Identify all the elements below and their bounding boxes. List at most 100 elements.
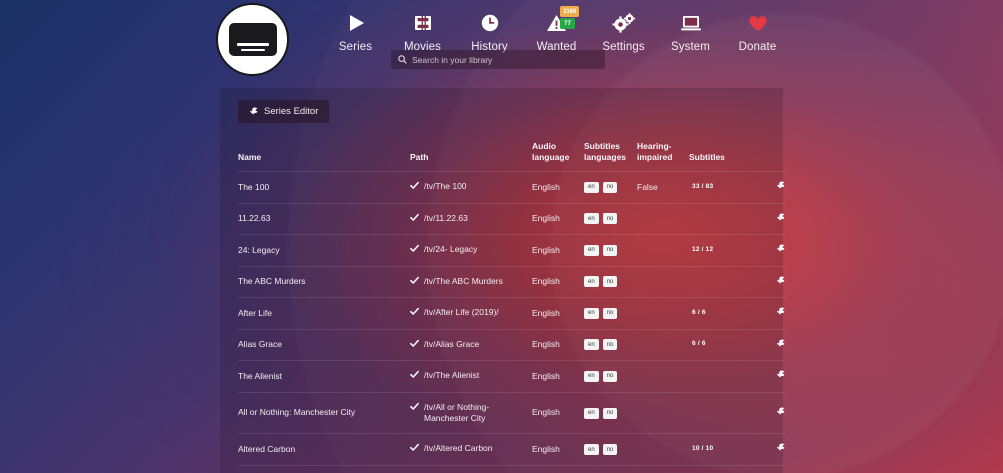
nav-item-movies[interactable]: Movies bbox=[389, 8, 456, 53]
cell-name: Altered Carbon bbox=[238, 443, 296, 454]
cell-subtitles: 16 / 16 bbox=[689, 465, 763, 473]
check-icon bbox=[410, 443, 419, 455]
wanted-badges: 3166 77 bbox=[560, 6, 580, 29]
subtitle-language-badge: en bbox=[584, 307, 599, 319]
path-text: /tv/All or Nothing- Manchester City bbox=[424, 401, 490, 423]
cell-audio-language: English bbox=[532, 244, 560, 255]
cell-actions bbox=[763, 172, 785, 203]
play-icon bbox=[341, 10, 371, 36]
cell-path: /tv/American Gods bbox=[410, 465, 532, 473]
nav-item-system[interactable]: System bbox=[657, 8, 724, 53]
cell-subtitles: 33 / 83 bbox=[689, 172, 763, 203]
cell-subtitles: 6 / 6 bbox=[689, 329, 763, 360]
column-header-name[interactable]: Name bbox=[238, 151, 262, 162]
cell-path: /tv/24- Legacy bbox=[410, 235, 532, 266]
nav-item-wanted[interactable]: 3166 77 Wanted bbox=[523, 6, 590, 53]
row-edit-button[interactable] bbox=[776, 370, 785, 379]
cell-hearing-impaired bbox=[637, 266, 689, 297]
cell-hearing-impaired bbox=[637, 465, 689, 473]
nav-label-movies: Movies bbox=[403, 41, 442, 53]
subtitle-language-badge: en bbox=[584, 181, 599, 193]
bazarr-logo[interactable] bbox=[216, 3, 289, 76]
path-text: /tv/24- Legacy bbox=[424, 244, 478, 255]
cell-audio-language: English bbox=[532, 443, 560, 454]
clock-icon bbox=[475, 10, 505, 36]
nav-item-series[interactable]: Series bbox=[322, 8, 389, 53]
subtitle-language-badge: no bbox=[602, 213, 618, 225]
table-row[interactable]: The ABC Murders/tv/The ABC Murders Englis… bbox=[238, 266, 785, 297]
film-icon bbox=[408, 10, 438, 36]
column-header-path[interactable]: Path bbox=[410, 151, 429, 162]
column-header-subtitles-languages[interactable]: Subtitles languages bbox=[584, 141, 627, 162]
row-edit-button[interactable] bbox=[776, 276, 785, 285]
cell-path: /tv/After Life (2019)/ bbox=[410, 298, 532, 329]
table-row[interactable]: The 100/tv/The 100EnglishennoFalse33 / 8… bbox=[238, 171, 785, 203]
cell-audio-language: English bbox=[532, 339, 560, 350]
wanted-badge-total: 3166 bbox=[560, 6, 580, 17]
search-input[interactable] bbox=[412, 54, 598, 65]
column-header-audio-language[interactable]: Audio language bbox=[532, 141, 570, 162]
table-row[interactable]: All or Nothing: Manchester City/tv/All o… bbox=[238, 392, 785, 434]
table-row[interactable]: After Life/tv/After Life (2019)/ English e… bbox=[238, 297, 785, 329]
table-row[interactable]: Altered Carbon/tv/Altered Carbon English e… bbox=[238, 433, 785, 465]
path-text: /tv/The 100 bbox=[424, 181, 467, 192]
check-icon bbox=[410, 339, 419, 351]
cell-path: /tv/All or Nothing- Manchester City bbox=[410, 392, 532, 434]
cell-path: /tv/The ABC Murders bbox=[410, 266, 532, 297]
cell-name: The 100 bbox=[238, 181, 270, 192]
cell-audio-language: English bbox=[532, 213, 560, 224]
series-table: Name Path Audio language Subtitles langu… bbox=[238, 141, 785, 473]
check-icon bbox=[410, 181, 419, 193]
cell-name: After Life bbox=[238, 307, 273, 318]
check-icon bbox=[410, 276, 419, 288]
cell-hearing-impaired bbox=[637, 203, 689, 234]
table-row[interactable]: 11.22.63/tv/11.22.63 English en no bbox=[238, 203, 785, 234]
row-edit-button[interactable] bbox=[776, 181, 785, 190]
subtitle-language-badge: en bbox=[584, 444, 599, 456]
cell-hearing-impaired bbox=[637, 298, 689, 329]
cell-hearing-impaired bbox=[637, 361, 689, 392]
cell-subtitles: 10 / 10 bbox=[689, 434, 763, 465]
subtitle-language-badge: no bbox=[602, 339, 618, 351]
cell-name: Alias Grace bbox=[238, 339, 282, 350]
logo-line-bottom bbox=[240, 48, 265, 51]
row-edit-button[interactable] bbox=[776, 339, 785, 348]
row-edit-button[interactable] bbox=[776, 244, 785, 253]
subtitle-language-badge: en bbox=[584, 370, 599, 382]
table-row[interactable]: American Gods/tv/American GodsEnglishenn… bbox=[238, 465, 785, 473]
cell-path: /tv/The 100 bbox=[410, 172, 532, 203]
row-edit-button[interactable] bbox=[776, 307, 785, 316]
table-row[interactable]: The Alienist/tv/The Alienist English en no bbox=[238, 360, 785, 392]
row-edit-button[interactable] bbox=[776, 213, 785, 222]
row-edit-button[interactable] bbox=[776, 407, 785, 416]
column-header-hearing-impaired[interactable]: Hearing-impaired bbox=[637, 141, 673, 162]
cell-audio-language: English bbox=[532, 276, 560, 287]
search-bar[interactable] bbox=[391, 50, 605, 69]
row-edit-button[interactable] bbox=[776, 443, 785, 452]
subtitle-language-badge: no bbox=[602, 181, 618, 193]
column-header-actions bbox=[763, 141, 785, 172]
app-header: Series Movies bbox=[0, 0, 1003, 78]
cell-actions bbox=[763, 266, 785, 297]
subtitle-language-badge: no bbox=[602, 407, 618, 419]
cell-actions bbox=[763, 203, 785, 234]
column-header-subtitles[interactable]: Subtitles bbox=[689, 151, 725, 162]
nav-item-donate[interactable]: Donate bbox=[724, 8, 791, 53]
nav-label-history: History bbox=[471, 41, 508, 53]
nav-item-settings[interactable]: Settings bbox=[590, 8, 657, 53]
nav-item-history[interactable]: History bbox=[456, 8, 523, 53]
heart-icon bbox=[743, 10, 773, 36]
check-icon bbox=[410, 402, 419, 414]
subtitle-language-badge: no bbox=[602, 444, 618, 456]
check-icon bbox=[410, 307, 419, 319]
check-icon bbox=[410, 213, 419, 225]
series-editor-button[interactable]: Series Editor bbox=[238, 100, 330, 123]
table-header-row: Name Path Audio language Subtitles langu… bbox=[238, 141, 785, 172]
